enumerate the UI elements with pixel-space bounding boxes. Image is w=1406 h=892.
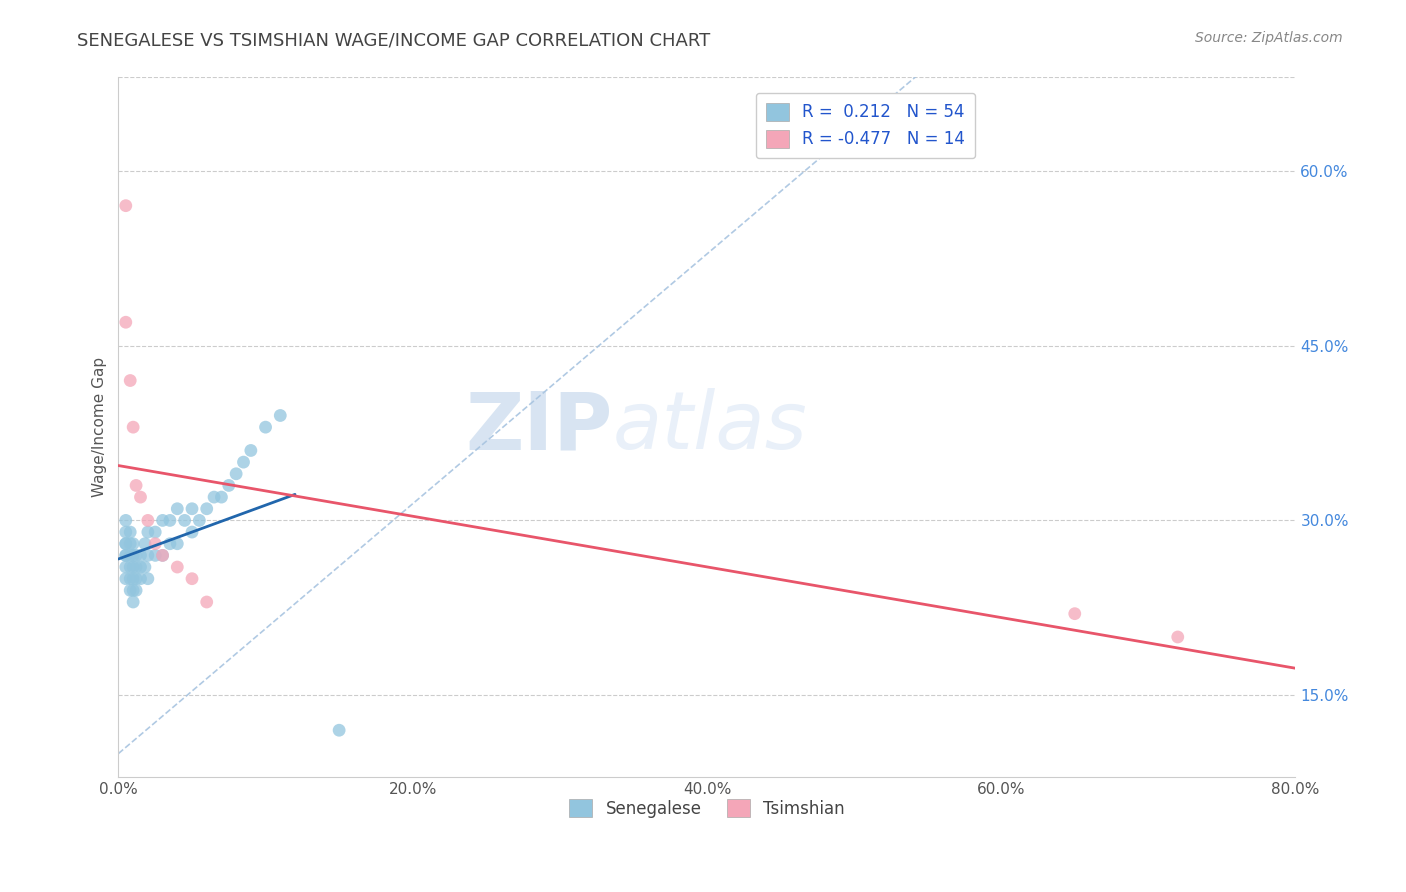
Point <box>120 537 142 551</box>
Point <box>188 513 211 527</box>
Point <box>122 560 145 574</box>
Point <box>122 549 145 563</box>
Point <box>218 478 240 492</box>
Point <box>114 199 136 213</box>
Point <box>122 595 145 609</box>
Point <box>125 583 148 598</box>
Point <box>125 549 148 563</box>
Point <box>328 723 350 738</box>
Point <box>173 513 195 527</box>
Point <box>143 537 166 551</box>
Point <box>120 560 142 574</box>
Point <box>122 572 145 586</box>
Point <box>152 513 174 527</box>
Point <box>114 572 136 586</box>
Point <box>129 572 152 586</box>
Point <box>114 537 136 551</box>
Point <box>152 549 174 563</box>
Text: ZIP: ZIP <box>465 388 613 467</box>
Point <box>120 374 142 388</box>
Point <box>209 490 232 504</box>
Point <box>125 572 148 586</box>
Point <box>120 572 142 586</box>
Point <box>143 549 166 563</box>
Point <box>181 501 204 516</box>
Point <box>129 549 152 563</box>
Point <box>136 572 159 586</box>
Point <box>120 549 142 563</box>
Point <box>159 513 181 527</box>
Point <box>122 583 145 598</box>
Point <box>134 537 156 551</box>
Text: atlas: atlas <box>613 388 807 467</box>
Point <box>181 572 204 586</box>
Point <box>166 537 188 551</box>
Point <box>129 490 152 504</box>
Point <box>129 560 152 574</box>
Point <box>166 560 188 574</box>
Text: Source: ZipAtlas.com: Source: ZipAtlas.com <box>1195 31 1343 45</box>
Point <box>120 524 142 539</box>
Y-axis label: Wage/Income Gap: Wage/Income Gap <box>93 357 107 497</box>
Point <box>202 490 225 504</box>
Point <box>269 409 291 423</box>
Point <box>114 524 136 539</box>
Point <box>195 595 218 609</box>
Point <box>125 560 148 574</box>
Point <box>181 524 204 539</box>
Point <box>125 478 148 492</box>
Point <box>122 537 145 551</box>
Text: SENEGALESE VS TSIMSHIAN WAGE/INCOME GAP CORRELATION CHART: SENEGALESE VS TSIMSHIAN WAGE/INCOME GAP … <box>77 31 710 49</box>
Point <box>166 501 188 516</box>
Point <box>152 549 174 563</box>
Point <box>232 455 254 469</box>
Point <box>114 315 136 329</box>
Point <box>134 560 156 574</box>
Point <box>195 501 218 516</box>
Point <box>1063 607 1085 621</box>
Point <box>136 513 159 527</box>
Point <box>120 583 142 598</box>
Legend: Senegalese, Tsimshian: Senegalese, Tsimshian <box>562 792 852 824</box>
Point <box>114 537 136 551</box>
Point <box>114 549 136 563</box>
Point <box>254 420 277 434</box>
Point <box>1167 630 1189 644</box>
Point <box>159 537 181 551</box>
Point <box>136 549 159 563</box>
Point <box>225 467 247 481</box>
Point <box>114 513 136 527</box>
Point <box>143 524 166 539</box>
Point <box>114 560 136 574</box>
Point <box>114 549 136 563</box>
Point <box>136 524 159 539</box>
Point <box>239 443 262 458</box>
Point <box>122 420 145 434</box>
